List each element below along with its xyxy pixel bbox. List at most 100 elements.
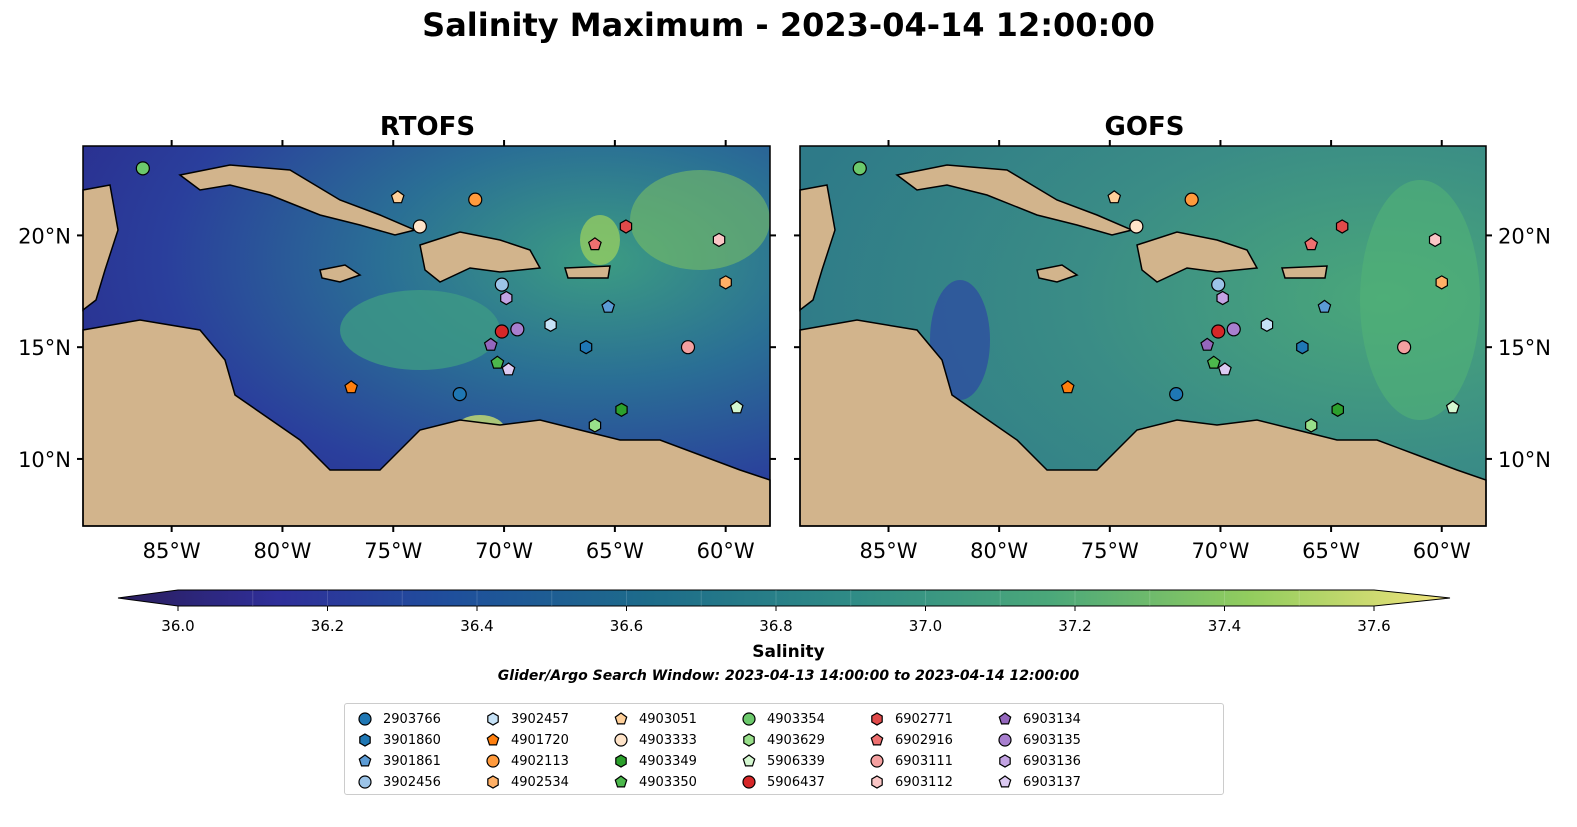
- float-marker-5906437-rtofs: [494, 324, 509, 339]
- legend-item: 6903111: [869, 751, 953, 771]
- float-marker-4903349-gofs: [1331, 402, 1345, 417]
- legend-marker-icon: [487, 775, 499, 789]
- lat-tick-label: 20°N: [1498, 224, 1551, 248]
- gofs-panel-title: GOFS: [1104, 112, 1185, 142]
- legend-label: 6903111: [895, 753, 953, 769]
- legend-label: 6902916: [895, 732, 953, 748]
- float-marker-4903349-rtofs: [615, 402, 628, 417]
- legend-label: 4903349: [639, 753, 697, 769]
- legend-marker-6903135: [998, 733, 1012, 747]
- float-marker-4901720-gofs: [1060, 380, 1075, 394]
- colorbar-tick-label: 37.0: [909, 617, 942, 635]
- float-marker-6902771-gofs: [1335, 219, 1349, 234]
- search-window-text: Glider/Argo Search Window: 2023-04-13 14…: [497, 668, 1080, 684]
- float-marker-6903134-gofs: [1200, 337, 1215, 351]
- legend-item: 6903134: [997, 709, 1081, 729]
- legend-item: 3901861: [357, 751, 441, 771]
- float-marker-6903112-gofs: [1428, 232, 1442, 248]
- legend-label: 6903112: [895, 774, 953, 790]
- gofs-land: [799, 164, 1487, 527]
- legend-marker-4901720: [486, 733, 500, 746]
- legend-marker-4903349: [615, 754, 627, 768]
- legend-item: 4903350: [613, 772, 697, 792]
- legend-marker-icon: [358, 712, 372, 726]
- float-marker-4903350-rtofs: [490, 355, 505, 369]
- legend-item: 4901720: [485, 730, 569, 750]
- float-marker-6902916-gofs: [1304, 237, 1319, 251]
- legend-item: 6903136: [997, 751, 1081, 771]
- legend-item: 3902456: [357, 772, 441, 792]
- lon-tick-label: 65°W: [586, 539, 644, 563]
- float-marker-3902457-gofs: [1260, 317, 1274, 332]
- lon-tick-label: 60°W: [697, 539, 755, 563]
- lon-tick-label: 60°W: [1413, 539, 1471, 563]
- legend-marker-icon: [870, 754, 884, 768]
- lon-tick-label: 80°W: [970, 539, 1028, 563]
- float-marker-4903051-rtofs: [390, 190, 405, 204]
- lon-tick-label: 75°W: [1081, 539, 1139, 563]
- legend-marker-6902771: [871, 712, 883, 726]
- legend-marker-6903136: [999, 754, 1011, 768]
- legend-item: 5906437: [741, 772, 825, 792]
- legend-label: 3902457: [511, 711, 569, 727]
- legend-marker-icon: [359, 733, 371, 747]
- float-marker-3902457-rtofs: [544, 317, 557, 332]
- legend-marker-icon: [358, 754, 372, 767]
- float-marker-5906437-gofs: [1211, 324, 1226, 339]
- legend-label: 4903333: [639, 732, 697, 748]
- legend-marker-icon: [742, 712, 756, 726]
- float-marker-6903134-rtofs: [483, 337, 498, 351]
- legend-item: 4903629: [741, 730, 825, 750]
- colorbar-tick-label: 36.4: [460, 617, 493, 635]
- float-marker-4902113-rtofs: [468, 192, 483, 207]
- float-marker-4903629-rtofs: [588, 418, 602, 433]
- legend-item: 6903112: [869, 772, 953, 792]
- legend-item: 4902113: [485, 751, 569, 771]
- float-marker-6903136-gofs: [1216, 290, 1229, 306]
- legend-marker-6902916: [870, 733, 884, 746]
- lon-tick-label: 75°W: [364, 539, 422, 563]
- lon-tick-label: 80°W: [253, 539, 311, 563]
- legend-item: 3902457: [485, 709, 569, 729]
- legend-item: 5906339: [741, 751, 825, 771]
- legend-marker-icon: [999, 754, 1011, 768]
- lon-tick-label: 65°W: [1302, 539, 1360, 563]
- legend-marker-4902113: [486, 754, 500, 768]
- legend-marker-4903051: [614, 712, 628, 725]
- legend-label: 5906437: [767, 774, 825, 790]
- legend-marker-icon: [998, 733, 1012, 747]
- colorbar-tick-label: 36.6: [610, 617, 643, 635]
- legend-marker-icon: [742, 754, 756, 767]
- legend-marker-3901860: [359, 733, 371, 747]
- float-marker-3902456-gofs: [1211, 277, 1226, 292]
- float-marker-4903333-gofs: [1129, 219, 1144, 234]
- legend-label: 3901861: [383, 753, 441, 769]
- legend-marker-3901861: [358, 754, 372, 767]
- lat-tick-label: 20°N: [18, 224, 71, 248]
- lat-tick-label: 15°N: [1498, 336, 1551, 360]
- legend-label: 4902534: [511, 774, 569, 790]
- float-marker-5906339-gofs: [1445, 400, 1460, 414]
- legend-marker-4903350: [614, 775, 628, 788]
- salinity-colorbar: 36.0 36.2 36.4 36.6 36.8 37.0 37.2 37.4 37.6: [117, 589, 1451, 635]
- legend-marker-3902457: [487, 712, 499, 726]
- colorbar-tick-label: 37.2: [1058, 617, 1091, 635]
- legend-label: 6903137: [1023, 774, 1081, 790]
- colorbar-ticks: 36.0 36.2 36.4 36.6 36.8 37.0 37.2 37.4 37.6: [161, 590, 1391, 635]
- legend-marker-6903134: [998, 712, 1012, 725]
- colorbar-label: Salinity: [752, 642, 825, 662]
- legend-item: 4903349: [613, 751, 697, 771]
- float-marker-6902916-rtofs: [587, 237, 602, 251]
- float-marker-6903112-rtofs: [712, 232, 726, 248]
- lat-tick-label: 10°N: [18, 448, 71, 472]
- lon-tick-label: 70°W: [1191, 539, 1249, 563]
- legend-item: 6903135: [997, 730, 1081, 750]
- float-markers: [135, 161, 1460, 433]
- legend-marker-6903137: [998, 775, 1012, 788]
- legend-item: 4903333: [613, 730, 697, 750]
- float-marker-6903137-gofs: [1217, 362, 1232, 376]
- float-marker-3902456-rtofs: [494, 277, 509, 292]
- float-marker-3901861-gofs: [1317, 299, 1332, 313]
- rtofs-map-panel: [82, 145, 771, 527]
